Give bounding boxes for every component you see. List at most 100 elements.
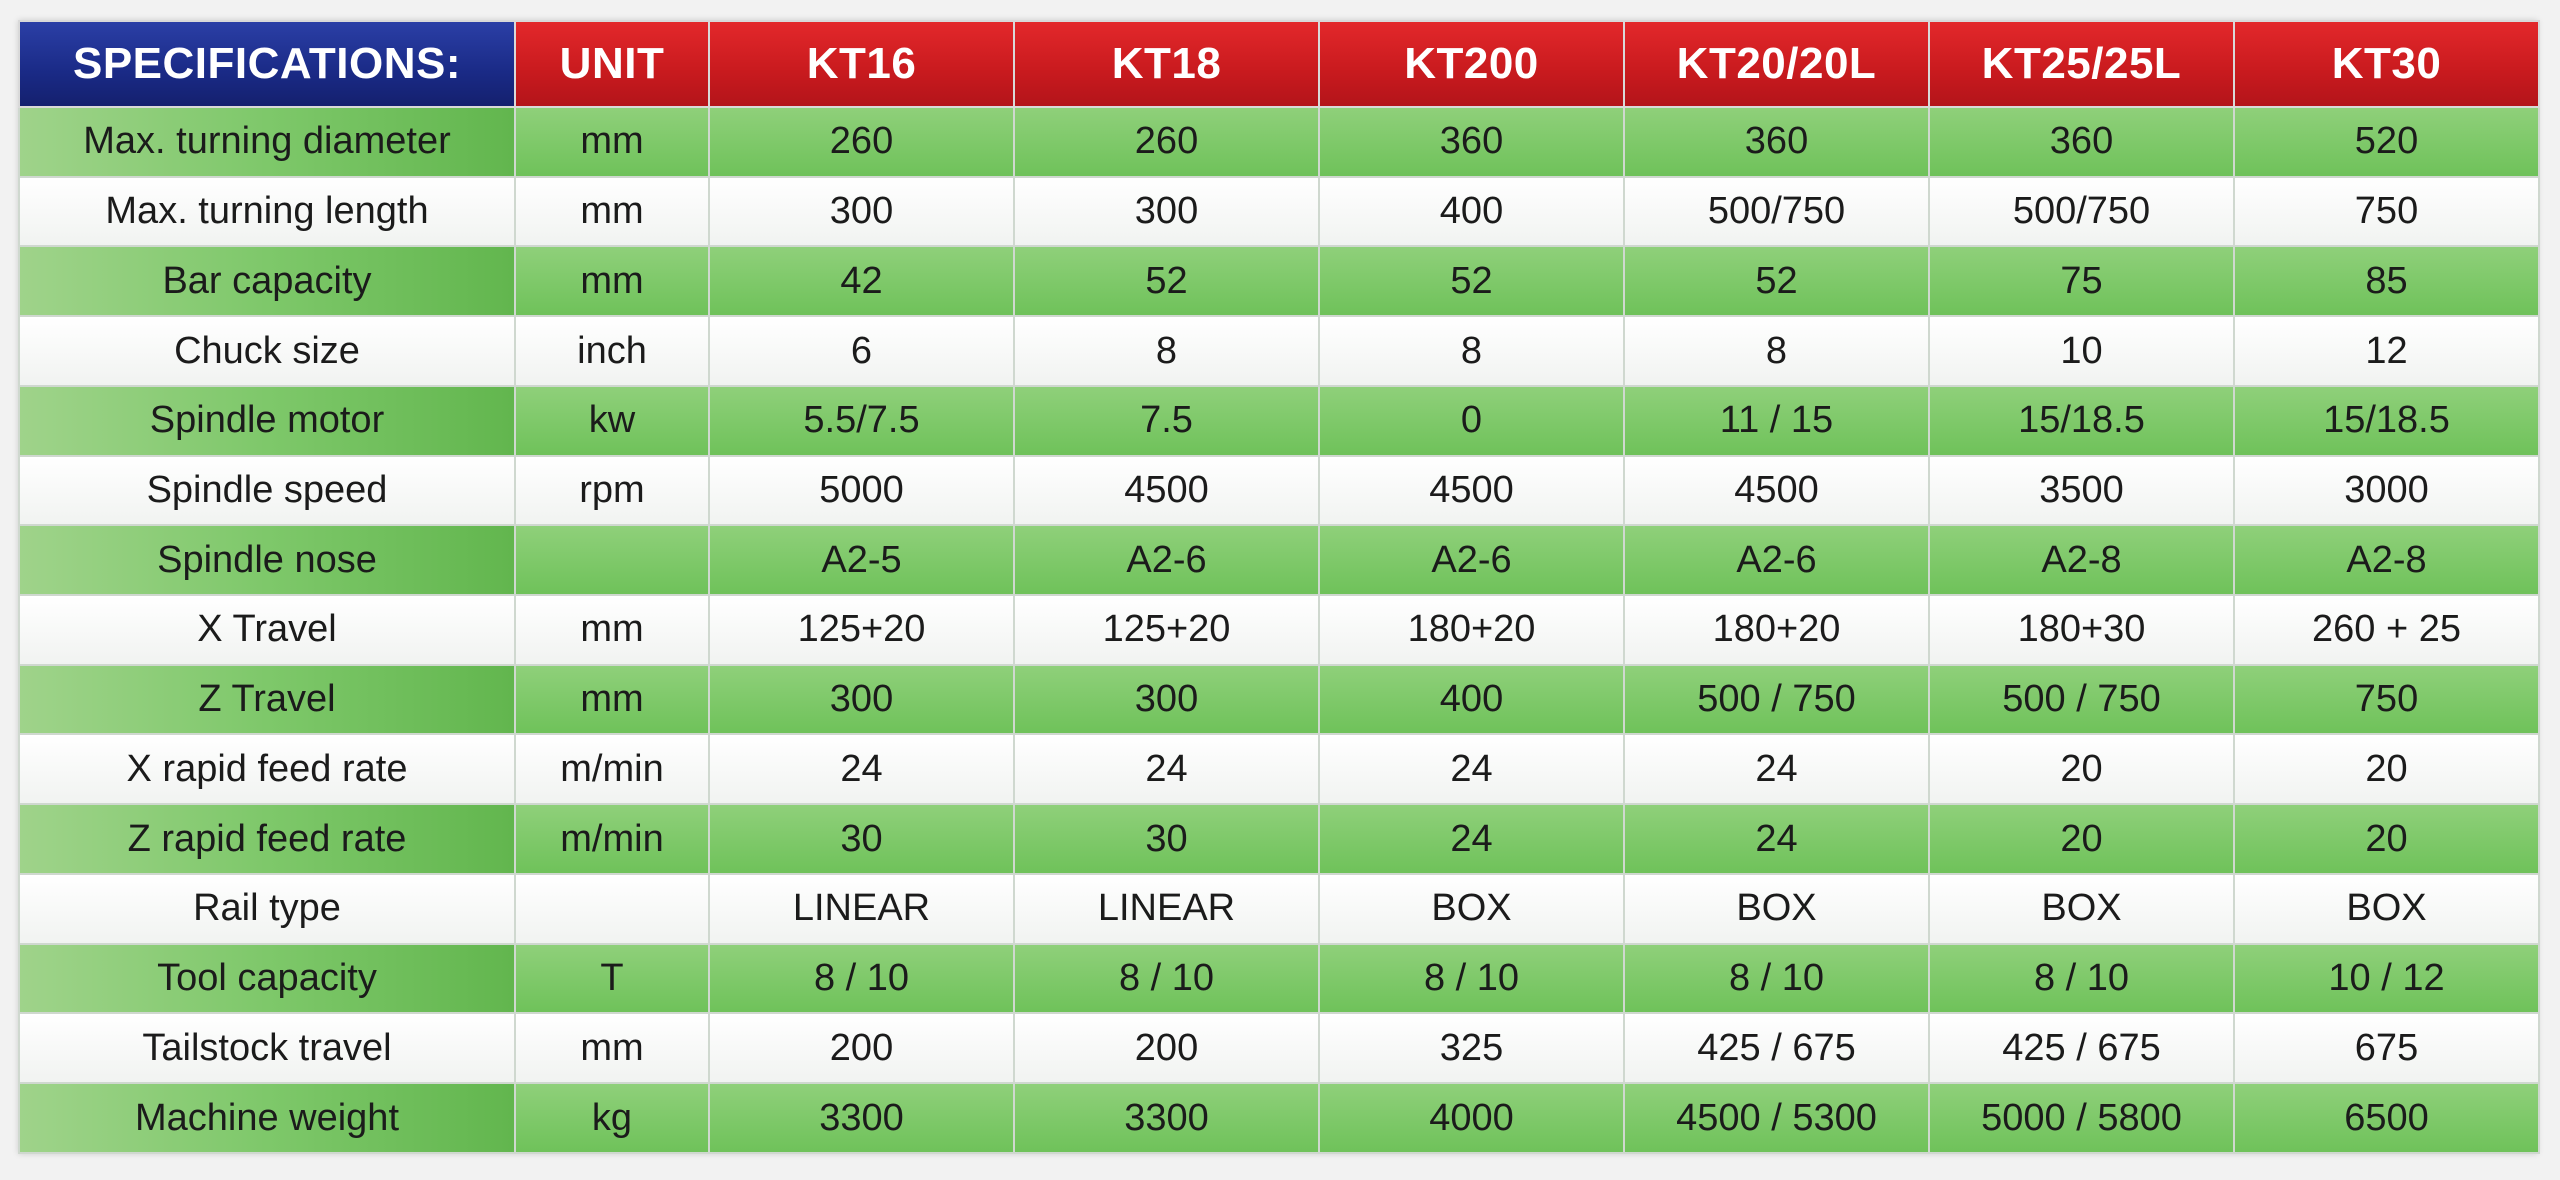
- cell-value: A2-6: [1623, 524, 1930, 597]
- header-model-kt20-20l: KT20/20L: [1623, 20, 1930, 108]
- cell-value: 200: [708, 1012, 1015, 1085]
- cell-value: 200: [1013, 1012, 1320, 1085]
- cell-value: 15/18.5: [1928, 384, 2235, 457]
- cell-value: 425 / 675: [1928, 1012, 2235, 1085]
- cell-value: 750: [2233, 175, 2540, 248]
- cell-value: 4500: [1623, 454, 1930, 527]
- cell-value: 12: [2233, 315, 2540, 387]
- cell-value: 300: [1013, 175, 1320, 248]
- row-unit: mm: [514, 1012, 710, 1085]
- cell-value: 10 / 12: [2233, 942, 2540, 1015]
- cell-value: A2-6: [1318, 524, 1625, 597]
- row-unit: kw: [514, 384, 710, 457]
- cell-value: 125+20: [708, 594, 1015, 666]
- header-model-kt30: KT30: [2233, 20, 2540, 108]
- cell-value: 20: [2233, 803, 2540, 875]
- cell-value: A2-6: [1013, 524, 1320, 597]
- row-label: X rapid feed rate: [18, 733, 516, 806]
- specifications-sheet: SPECIFICATIONS: UNIT KT16 KT18 KT200 KT2…: [18, 20, 2540, 1154]
- row-label: Tailstock travel: [18, 1012, 516, 1085]
- table-row: Max. turning length mm 300 300 400 500/7…: [18, 175, 2540, 248]
- cell-value: 360: [1623, 106, 1930, 178]
- row-label: Bar capacity: [18, 245, 516, 318]
- cell-value: 52: [1013, 245, 1320, 318]
- row-label: Z Travel: [18, 663, 516, 736]
- cell-value: 180+20: [1623, 594, 1930, 666]
- row-label: Max. turning diameter: [18, 106, 516, 178]
- cell-value: 20: [1928, 733, 2235, 806]
- cell-value: BOX: [1928, 872, 2235, 945]
- specifications-table: SPECIFICATIONS: UNIT KT16 KT18 KT200 KT2…: [18, 20, 2540, 1154]
- cell-value: 300: [708, 175, 1015, 248]
- cell-value: 11 / 15: [1623, 384, 1930, 457]
- header-model-kt200: KT200: [1318, 20, 1625, 108]
- cell-value: 24: [1623, 803, 1930, 875]
- row-unit: mm: [514, 106, 710, 178]
- cell-value: 500/750: [1928, 175, 2235, 248]
- cell-value: 8 / 10: [1928, 942, 2235, 1015]
- cell-value: 8: [1013, 315, 1320, 387]
- cell-value: A2-8: [2233, 524, 2540, 597]
- cell-value: 24: [1013, 733, 1320, 806]
- cell-value: 260: [708, 106, 1015, 178]
- cell-value: LINEAR: [1013, 872, 1320, 945]
- row-label: X Travel: [18, 594, 516, 666]
- row-unit: mm: [514, 175, 710, 248]
- cell-value: 6500: [2233, 1082, 2540, 1154]
- cell-value: 6: [708, 315, 1015, 387]
- row-unit: m/min: [514, 733, 710, 806]
- row-unit: mm: [514, 245, 710, 318]
- table-row: Spindle speed rpm 5000 4500 4500 4500 35…: [18, 454, 2540, 527]
- cell-value: 52: [1318, 245, 1625, 318]
- row-label: Spindle motor: [18, 384, 516, 457]
- cell-value: 52: [1623, 245, 1930, 318]
- cell-value: 4500 / 5300: [1623, 1082, 1930, 1154]
- cell-value: 4500: [1013, 454, 1320, 527]
- cell-value: 300: [708, 663, 1015, 736]
- cell-value: 8 / 10: [1013, 942, 1320, 1015]
- cell-value: 8: [1318, 315, 1625, 387]
- cell-value: 3300: [708, 1082, 1015, 1154]
- table-row: X Travel mm 125+20 125+20 180+20 180+20 …: [18, 594, 2540, 666]
- table-header-row: SPECIFICATIONS: UNIT KT16 KT18 KT200 KT2…: [18, 20, 2540, 108]
- row-unit: mm: [514, 594, 710, 666]
- cell-value: 24: [1318, 803, 1625, 875]
- row-label: Tool capacity: [18, 942, 516, 1015]
- cell-value: 260 + 25: [2233, 594, 2540, 666]
- cell-value: 4000: [1318, 1082, 1625, 1154]
- row-unit: inch: [514, 315, 710, 387]
- header-model-kt16: KT16: [708, 20, 1015, 108]
- cell-value: 42: [708, 245, 1015, 318]
- cell-value: 5000: [708, 454, 1015, 527]
- cell-value: 325: [1318, 1012, 1625, 1085]
- table-row: X rapid feed rate m/min 24 24 24 24 20 2…: [18, 733, 2540, 806]
- cell-value: A2-8: [1928, 524, 2235, 597]
- header-model-kt18: KT18: [1013, 20, 1320, 108]
- cell-value: LINEAR: [708, 872, 1015, 945]
- cell-value: 425 / 675: [1623, 1012, 1930, 1085]
- cell-value: 8 / 10: [708, 942, 1015, 1015]
- header-model-kt25-25l: KT25/25L: [1928, 20, 2235, 108]
- cell-value: 180+30: [1928, 594, 2235, 666]
- row-label: Max. turning length: [18, 175, 516, 248]
- cell-value: 750: [2233, 663, 2540, 736]
- row-label: Rail type: [18, 872, 516, 945]
- row-unit: rpm: [514, 454, 710, 527]
- cell-value: 0: [1318, 384, 1625, 457]
- cell-value: 3500: [1928, 454, 2235, 527]
- cell-value: 20: [1928, 803, 2235, 875]
- table-row: Z Travel mm 300 300 400 500 / 750 500 / …: [18, 663, 2540, 736]
- cell-value: 30: [1013, 803, 1320, 875]
- row-unit: [514, 872, 710, 945]
- cell-value: 24: [708, 733, 1015, 806]
- row-unit: [514, 524, 710, 597]
- cell-value: 75: [1928, 245, 2235, 318]
- table-row: Chuck size inch 6 8 8 8 10 12: [18, 315, 2540, 387]
- row-unit: m/min: [514, 803, 710, 875]
- cell-value: 360: [1318, 106, 1625, 178]
- cell-value: 3300: [1013, 1082, 1320, 1154]
- header-specifications: SPECIFICATIONS:: [18, 20, 516, 108]
- cell-value: 7.5: [1013, 384, 1320, 457]
- cell-value: 30: [708, 803, 1015, 875]
- row-label: Spindle nose: [18, 524, 516, 597]
